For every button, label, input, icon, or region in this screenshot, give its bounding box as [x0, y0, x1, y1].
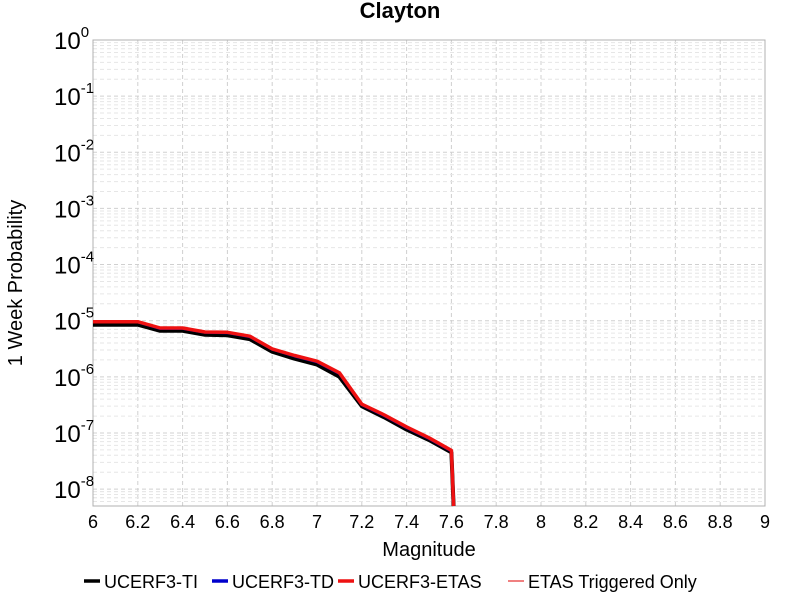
x-tick-label: 8.8	[708, 512, 733, 532]
x-tick-label: 8.6	[663, 512, 688, 532]
y-tick-label: 10-8	[54, 473, 94, 504]
x-tick-label: 8.2	[573, 512, 598, 532]
grid	[92, 39, 766, 507]
series-layer	[93, 319, 456, 507]
x-tick-label: 8.4	[618, 512, 643, 532]
y-tick-label: 10-3	[54, 192, 94, 223]
x-tick-label: 6	[88, 512, 98, 532]
y-tick-label: 10-1	[54, 80, 94, 111]
x-tick-label: 6.4	[170, 512, 195, 532]
x-tick-label: 7.8	[484, 512, 509, 532]
y-tick-label: 10-6	[54, 361, 94, 392]
y-tick-label: 10-7	[54, 417, 94, 448]
x-tick-label: 7.4	[394, 512, 419, 532]
x-tick-label: 7.2	[349, 512, 374, 532]
x-tick-label: 9	[760, 512, 770, 532]
series-line-ucerf3-etas	[93, 319, 456, 507]
y-tick-labels: 100 10-1 10-2 10-3 10-4 10-5 10-6 10-7 10-8	[54, 24, 94, 504]
x-tick-label: 7	[312, 512, 322, 532]
x-tick-label: 6.6	[215, 512, 240, 532]
x-axis-label: Magnitude	[382, 539, 475, 561]
chart-title: Clayton	[360, 0, 441, 23]
y-tick-label: 10-2	[54, 136, 94, 167]
legend-label-ucerf3-td: UCERF3-TD	[232, 572, 334, 592]
series-line-ucerf3-ti	[93, 322, 456, 507]
x-tick-labels: 6 6.2 6.4 6.6 6.8 7 7.2 7.4 7.6 7.8 8 8.2 8.4 8.6 8.8 9	[88, 512, 770, 532]
legend-label-ucerf3-etas: UCERF3-ETAS	[358, 572, 482, 592]
legend-label-ucerf3-ti: UCERF3-TI	[104, 572, 198, 592]
x-tick-label: 6.2	[125, 512, 150, 532]
y-tick-label: 100	[54, 24, 89, 55]
plot-area	[92, 39, 766, 507]
y-tick-label: 10-4	[54, 249, 94, 280]
y-tick-label: 10-5	[54, 305, 94, 336]
x-tick-label: 8	[536, 512, 546, 532]
x-tick-label: 6.8	[260, 512, 285, 532]
legend-label-etas-triggered-only: ETAS Triggered Only	[528, 572, 697, 592]
y-axis-label: 1 Week Probability	[5, 200, 27, 366]
legend: UCERF3-TI UCERF3-TD UCERF3-ETAS ETAS Trigge…	[84, 572, 697, 592]
x-tick-label: 7.6	[439, 512, 464, 532]
